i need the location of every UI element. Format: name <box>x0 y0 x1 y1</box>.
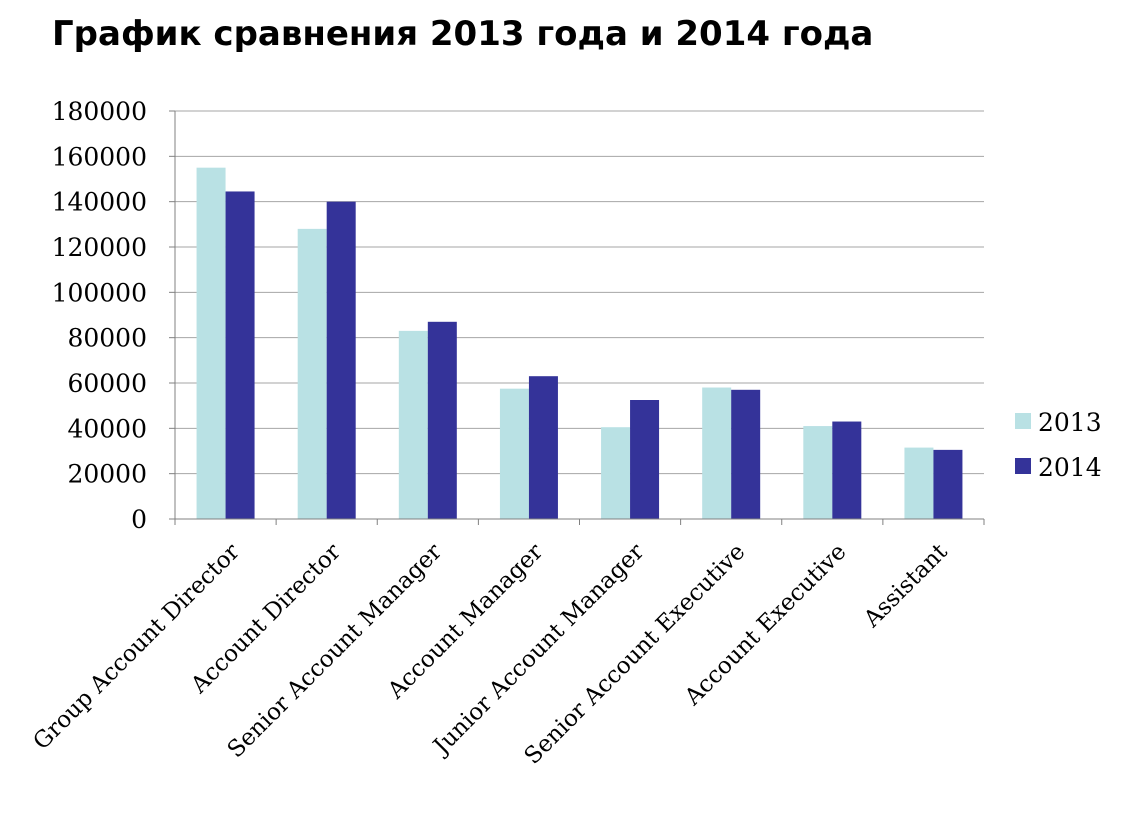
bar-2013 <box>601 427 631 519</box>
x-category-label: Assistant <box>858 538 953 633</box>
axes <box>169 110 985 525</box>
y-tick-label: 180000 <box>52 97 147 126</box>
y-tick-label: 60000 <box>67 369 147 398</box>
y-tick-label: 80000 <box>67 324 147 353</box>
bar-2014 <box>528 376 558 519</box>
x-category-label: Senior Account Executive <box>520 539 751 770</box>
gridlines <box>175 110 984 475</box>
bar-2013 <box>904 447 934 519</box>
y-tick-label: 40000 <box>67 414 147 443</box>
y-tick-labels: 0 20000 40000 60000 80000 100000 120000 140000 1… <box>52 97 147 534</box>
y-tick-label: 120000 <box>52 233 147 262</box>
bar-2014 <box>933 449 963 519</box>
bar-2013 <box>803 426 833 519</box>
legend-swatch-2013 <box>1015 413 1031 429</box>
legend-label-2014: 2014 <box>1038 453 1102 482</box>
bar-2014 <box>225 191 255 519</box>
bar-2014 <box>326 201 356 519</box>
bar-2013 <box>398 330 428 519</box>
bar-2013 <box>196 167 226 519</box>
x-category-label: Group Account Director <box>29 539 245 755</box>
bar-2014 <box>731 389 761 519</box>
bar-2014 <box>427 321 457 519</box>
y-tick-label: 160000 <box>52 142 147 171</box>
y-tick-label: 140000 <box>52 188 147 217</box>
bars <box>196 167 963 519</box>
bar-2014 <box>832 421 862 519</box>
x-category-label: Senior Account Manager <box>223 539 447 763</box>
y-tick-label: 0 <box>131 505 147 534</box>
y-tick-label: 100000 <box>52 278 147 307</box>
bar-2013 <box>702 387 732 519</box>
legend: 2013 2014 <box>1015 408 1102 482</box>
bar-2013 <box>499 388 529 519</box>
y-tick-label: 20000 <box>67 460 147 489</box>
legend-swatch-2014 <box>1015 458 1031 474</box>
legend-label-2013: 2013 <box>1038 408 1102 437</box>
x-category-label: Junior Account Manager <box>427 539 649 761</box>
bar-2014 <box>630 400 660 519</box>
chart-title: График сравнения 2013 года и 2014 года <box>52 14 874 54</box>
bar-2013 <box>297 228 327 519</box>
